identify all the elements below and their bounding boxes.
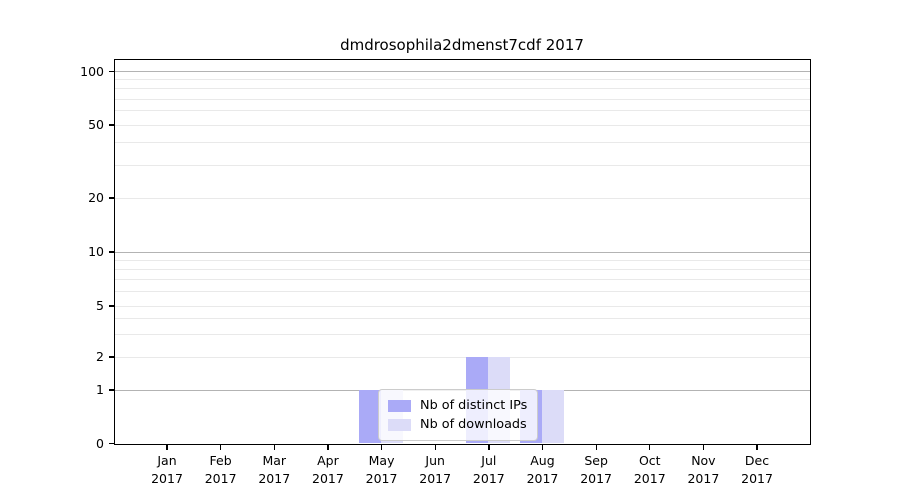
legend-label-downloads: Nb of downloads [420, 417, 527, 432]
y-tick-mark-0 [109, 442, 114, 445]
gridline-y-100 [115, 71, 810, 72]
legend-entry-downloads: Nb of downloads [388, 415, 527, 434]
y-tick-label-10: 10 [88, 244, 104, 259]
chart-title: dmdrosophila2dmenst7cdf 2017 [340, 36, 584, 54]
gridline-y-8 [115, 268, 810, 270]
y-tick-label-2: 2 [96, 349, 104, 364]
x-tick-mark-jul [488, 445, 490, 450]
y-tick-mark-20 [109, 197, 114, 199]
gridline-y-50 [115, 124, 810, 126]
y-tick-mark-1 [109, 389, 114, 391]
y-tick-label-50: 50 [88, 117, 104, 132]
x-tick-label-nov: Nov 2017 [687, 453, 720, 486]
y-tick-label-100: 100 [80, 63, 104, 79]
y-tick-label-5: 5 [96, 298, 104, 313]
x-tick-label-feb: Feb 2017 [204, 453, 237, 486]
gridline-y-5 [115, 305, 810, 307]
gridline-y-2 [115, 356, 810, 358]
x-tick-label-dec: Dec 2017 [741, 453, 773, 486]
gridline-y-30 [115, 165, 810, 167]
x-tick-mark-may [380, 445, 383, 450]
y-tick-mark-10 [109, 251, 114, 253]
legend-entry-distinct-ips: Nb of distinct IPs [388, 396, 527, 415]
legend: Nb of distinct IPs Nb of downloads [378, 389, 539, 441]
legend-swatch-distinct-ips [388, 399, 411, 412]
x-tick-label-apr: Apr 2017 [312, 453, 344, 486]
gridline-y-80 [115, 88, 810, 90]
gridline-y-60 [115, 110, 810, 112]
legend-swatch-downloads [388, 418, 411, 431]
gridline-y-3 [115, 333, 810, 335]
gridline-y-10 [115, 251, 810, 253]
x-tick-label-aug: Aug 2017 [526, 453, 559, 486]
x-tick-label-jun: Jun 2017 [419, 453, 452, 486]
gridline-y-7 [115, 279, 810, 281]
legend-label-distinct-ips: Nb of distinct IPs [420, 398, 528, 413]
x-tick-mark-aug [541, 445, 544, 450]
x-tick-label-mar: Mar 2017 [258, 453, 291, 486]
x-tick-mark-sep [595, 445, 597, 450]
x-tick-mark-feb [220, 445, 222, 450]
x-tick-label-may: May 2017 [365, 453, 398, 486]
gridline-y-20 [115, 197, 810, 199]
x-tick-mark-jan [166, 445, 168, 450]
x-tick-mark-mar [273, 445, 275, 450]
y-tick-label-20: 20 [88, 190, 104, 205]
bar-distinct-ips-may [359, 389, 382, 443]
x-tick-mark-dec [756, 445, 758, 450]
x-tick-label-oct: Oct 2017 [633, 453, 666, 486]
y-tick-mark-2 [109, 356, 114, 358]
gridline-y-4 [115, 317, 810, 319]
y-tick-mark-50 [109, 124, 114, 126]
y-tick-label-0: 0 [96, 435, 104, 451]
gridline-y-9 [115, 259, 810, 261]
x-tick-label-jul: Jul 2017 [472, 453, 505, 486]
x-tick-mark-jun [434, 445, 436, 450]
bar-downloads-aug [541, 389, 564, 443]
x-tick-mark-oct [649, 445, 651, 450]
gridline-y-6 [115, 291, 810, 293]
x-tick-label-jan: Jan 2017 [151, 453, 183, 486]
gridline-y-70 [115, 98, 810, 100]
y-tick-mark-5 [109, 305, 114, 307]
y-tick-label-1: 1 [96, 382, 104, 397]
x-tick-label-sep: Sep 2017 [580, 453, 613, 486]
gridline-y-40 [115, 142, 810, 144]
y-tick-mark-100 [109, 70, 114, 73]
x-tick-mark-nov [702, 445, 705, 450]
x-tick-mark-apr [327, 445, 329, 450]
plot-area [114, 59, 811, 445]
gridline-y-90 [115, 79, 810, 81]
